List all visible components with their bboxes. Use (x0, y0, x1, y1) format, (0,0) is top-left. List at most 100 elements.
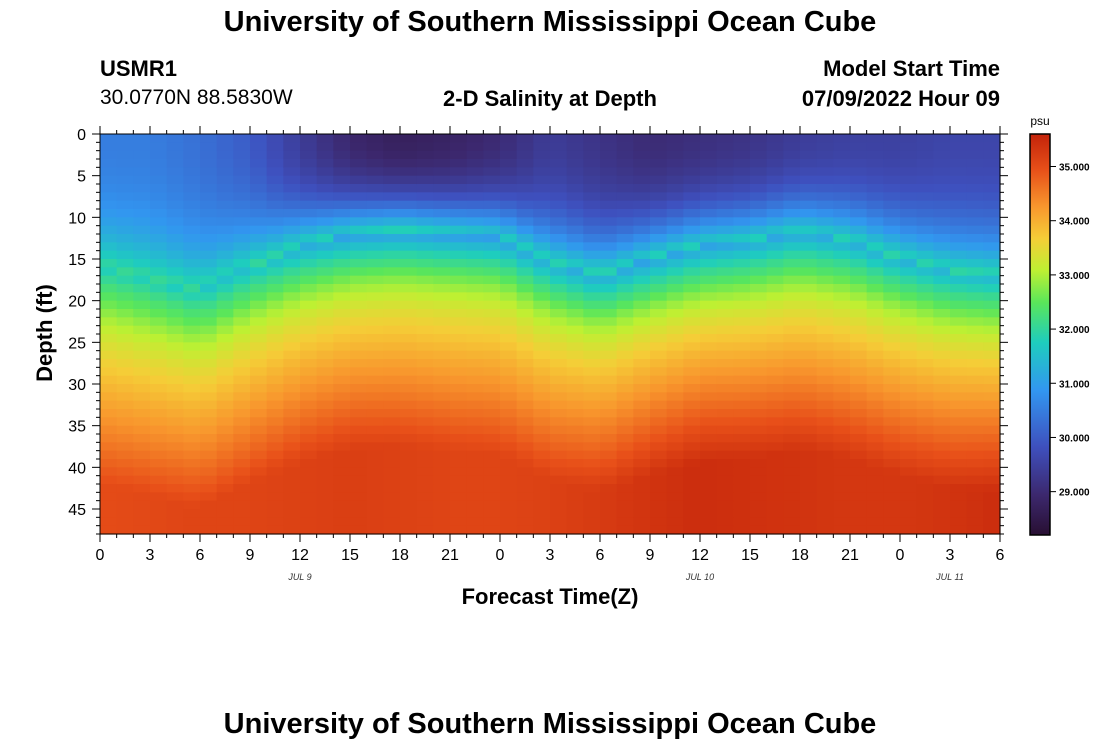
heatmap-cell (766, 409, 784, 418)
heatmap-cell (333, 367, 351, 377)
heatmap-cell (716, 384, 734, 393)
heatmap-cell (316, 300, 334, 310)
heatmap-cell (950, 417, 968, 427)
heatmap-cell (800, 134, 818, 143)
heatmap-cell (633, 200, 651, 210)
heatmap-cell (733, 392, 751, 402)
heatmap-cell (383, 342, 401, 352)
heatmap-cell (300, 442, 318, 452)
heatmap-cell (283, 400, 301, 410)
heatmap-cell (116, 492, 134, 502)
heatmap-cell (316, 525, 334, 535)
heatmap-cell (466, 509, 484, 518)
heatmap-cell (366, 242, 384, 252)
heatmap-cell (466, 475, 484, 485)
y-tick-label: 15 (68, 252, 86, 269)
heatmap-cell (850, 375, 868, 385)
heatmap-cell (516, 442, 534, 452)
heatmap-cell (600, 367, 618, 377)
heatmap-cell (150, 492, 168, 502)
heatmap-cell (900, 467, 918, 477)
heatmap-cell (350, 217, 368, 227)
heatmap-cell (483, 325, 501, 335)
heatmap-cell (666, 500, 684, 510)
heatmap-cell (133, 434, 151, 443)
heatmap-cell (800, 459, 818, 468)
heatmap-cell (400, 142, 418, 152)
heatmap-cell (783, 309, 801, 318)
heatmap-cell (900, 242, 918, 252)
heatmap-cell (733, 409, 751, 418)
heatmap-cell (283, 425, 301, 435)
heatmap-cell (266, 142, 284, 152)
heatmap-cell (583, 225, 601, 235)
heatmap-cell (600, 375, 618, 385)
heatmap-cell (400, 192, 418, 202)
heatmap-cell (483, 267, 501, 277)
heatmap-cell (950, 317, 968, 327)
heatmap-cell (716, 400, 734, 410)
heatmap-cell (683, 342, 701, 352)
heatmap-cell (250, 284, 268, 293)
heatmap-cell (516, 425, 534, 435)
heatmap-cell (700, 209, 718, 218)
heatmap-cell (583, 292, 601, 302)
heatmap-cell (450, 492, 468, 502)
heatmap-cell (483, 134, 501, 143)
heatmap-cell (633, 234, 651, 243)
heatmap-cell (133, 300, 151, 310)
heatmap-cell (550, 417, 568, 427)
heatmap-cell (433, 517, 451, 527)
heatmap-cell (416, 384, 434, 393)
heatmap-cell (200, 325, 218, 335)
heatmap-cell (233, 450, 251, 460)
heatmap-cell (516, 525, 534, 535)
heatmap-cell (566, 142, 584, 152)
heatmap-cell (616, 484, 634, 493)
heatmap-cell (366, 359, 384, 368)
heatmap-cell (850, 492, 868, 502)
heatmap-cell (366, 500, 384, 510)
heatmap-cell (433, 509, 451, 518)
heatmap-cell (283, 225, 301, 235)
heatmap-cell (850, 292, 868, 302)
heatmap-cell (666, 300, 684, 310)
heatmap-cell (900, 142, 918, 152)
heatmap-cell (483, 159, 501, 168)
heatmap-cell (666, 525, 684, 535)
heatmap-cell (600, 225, 618, 235)
heatmap-cell (283, 259, 301, 268)
heatmap-cell (833, 350, 851, 360)
heatmap-cell (316, 142, 334, 152)
heatmap-cell (916, 334, 934, 343)
heatmap-cell (300, 225, 318, 235)
heatmap-cell (383, 217, 401, 227)
heatmap-cell (516, 384, 534, 393)
heatmap-cell (383, 400, 401, 410)
heatmap-cell (850, 525, 868, 535)
heatmap-cell (833, 250, 851, 260)
heatmap-cell (733, 434, 751, 443)
heatmap-cell (983, 467, 1001, 477)
heatmap-cell (150, 150, 168, 160)
heatmap-cell (266, 159, 284, 168)
heatmap-cell (516, 409, 534, 418)
heatmap-cell (966, 134, 984, 143)
heatmap-cell (266, 225, 284, 235)
heatmap-cell (766, 417, 784, 427)
heatmap-cell (100, 175, 118, 185)
heatmap-cell (133, 292, 151, 302)
heatmap-cell (666, 309, 684, 318)
heatmap-cell (433, 300, 451, 310)
heatmap-cell (333, 250, 351, 260)
heatmap-cell (283, 525, 301, 535)
heatmap-cell (516, 150, 534, 160)
heatmap-cell (983, 250, 1001, 260)
heatmap-cell (450, 467, 468, 477)
heatmap-cell (566, 225, 584, 235)
heatmap-cell (383, 184, 401, 193)
heatmap-cell (100, 475, 118, 485)
heatmap-cell (900, 450, 918, 460)
heatmap-cell (366, 367, 384, 377)
heatmap-cell (350, 375, 368, 385)
